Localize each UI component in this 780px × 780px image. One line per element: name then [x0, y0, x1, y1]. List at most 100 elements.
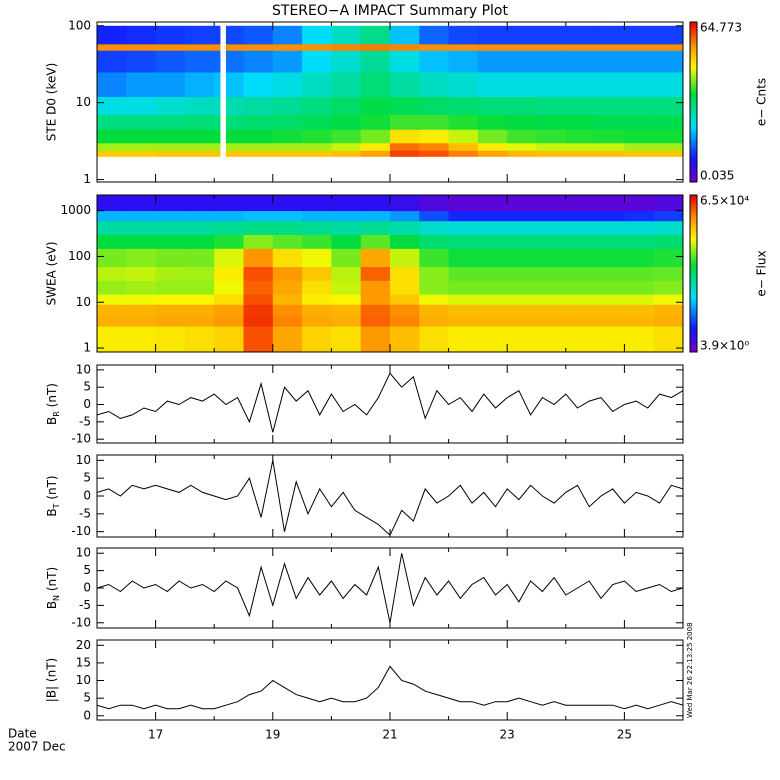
heat-cell	[302, 294, 332, 305]
colorbar-step	[690, 91, 697, 95]
heat-cell	[390, 25, 420, 45]
heat-cell	[624, 72, 655, 97]
heat-cell	[97, 96, 127, 115]
colorbar-step	[690, 131, 697, 135]
heat-cell	[536, 266, 567, 281]
heat-cell	[477, 280, 508, 295]
heat-cell	[419, 326, 449, 352]
heat-cell	[243, 43, 274, 51]
heat-cell	[565, 266, 596, 281]
heat-cell	[155, 129, 186, 144]
heat-cell	[390, 50, 420, 73]
heat-cell	[155, 266, 186, 281]
data-line	[97, 665, 683, 710]
month-label: 2007 Dec	[8, 740, 66, 754]
heat-cell	[331, 210, 362, 222]
heat-cell	[243, 294, 274, 305]
heat-cell	[653, 114, 683, 130]
heat-cell	[536, 142, 567, 151]
heat-cell	[565, 195, 596, 212]
colorbar-step	[690, 341, 697, 345]
heat-cell	[97, 210, 127, 222]
colorbar-step	[690, 152, 697, 156]
heat-cell	[536, 129, 567, 144]
colorbar-step	[690, 134, 697, 138]
heat-cell	[390, 248, 420, 268]
heat-cell	[477, 304, 508, 317]
heat-cell	[243, 129, 274, 144]
colorbar-step	[690, 310, 697, 314]
heat-cell	[536, 114, 567, 130]
colorbar-step	[690, 312, 697, 316]
heat-cell	[243, 248, 274, 268]
heat-cell	[302, 25, 332, 45]
heat-cell	[155, 142, 186, 151]
heat-cell	[155, 280, 186, 295]
heat-cell	[507, 43, 537, 51]
heat-cell	[272, 129, 303, 144]
heat-cell	[360, 43, 391, 51]
heat-cell	[272, 326, 303, 352]
colorbar-step	[690, 231, 697, 235]
colorbar-step	[690, 176, 697, 180]
heat-cell	[331, 326, 362, 352]
heat-cell	[272, 210, 303, 222]
heat-cell	[653, 150, 683, 157]
heat-cell	[536, 210, 567, 222]
heat-cell	[155, 316, 186, 327]
heat-cell	[624, 304, 655, 317]
colorbar-step	[690, 236, 697, 240]
colorbar-step	[690, 142, 697, 146]
heat-cell	[214, 220, 244, 236]
heat-cell	[390, 114, 420, 130]
heat-cell	[302, 266, 332, 281]
heat-cell	[624, 294, 655, 305]
heat-cell	[214, 150, 221, 157]
colorbar-step	[690, 35, 697, 39]
heat-cell	[243, 195, 274, 212]
colorbar-label: 0.035	[700, 169, 734, 183]
heat-cell	[214, 266, 244, 281]
heat-cell	[272, 43, 303, 51]
heat-cell	[155, 195, 186, 212]
heat-cell	[448, 150, 479, 157]
heat-cell	[507, 316, 537, 327]
colorbar-step	[690, 344, 697, 348]
colorbar-step	[690, 62, 697, 66]
heat-cell	[653, 210, 683, 222]
heat-cell	[184, 72, 215, 97]
colorbar-step	[690, 48, 697, 52]
heat-cell	[390, 150, 420, 157]
colorbar-step	[690, 67, 697, 71]
colorbar-step	[690, 307, 697, 311]
heat-cell	[184, 210, 215, 222]
heat-cell	[536, 294, 567, 305]
heat-cell	[155, 96, 186, 115]
colorbar-step	[690, 297, 697, 301]
y-tick-label: 1	[83, 341, 91, 355]
heat-cell	[360, 195, 391, 212]
heat-cell	[184, 142, 215, 151]
y-tick-label: -5	[79, 598, 91, 612]
heat-cell	[126, 280, 156, 295]
colorbar-step	[690, 244, 697, 248]
colorbar-step	[690, 94, 697, 98]
heat-cell	[97, 43, 127, 51]
heat-cell	[243, 266, 274, 281]
y-tick-label: 0	[83, 708, 91, 722]
heat-cell	[448, 220, 479, 236]
colorbar-step	[690, 338, 697, 343]
heat-cell	[536, 50, 567, 73]
panel-2	[97, 372, 683, 433]
heat-cell	[448, 25, 479, 45]
y-tick-label: 5	[83, 691, 91, 705]
date-label: Date	[8, 727, 37, 741]
heat-cell	[272, 142, 303, 151]
heat-cell	[448, 294, 479, 305]
heat-cell	[155, 50, 186, 73]
y-axis-label: BN (nT)	[45, 567, 61, 609]
heat-cell	[225, 25, 244, 45]
colorbar-step	[690, 120, 697, 124]
heat-cell	[477, 25, 508, 45]
heat-cell	[272, 234, 303, 249]
